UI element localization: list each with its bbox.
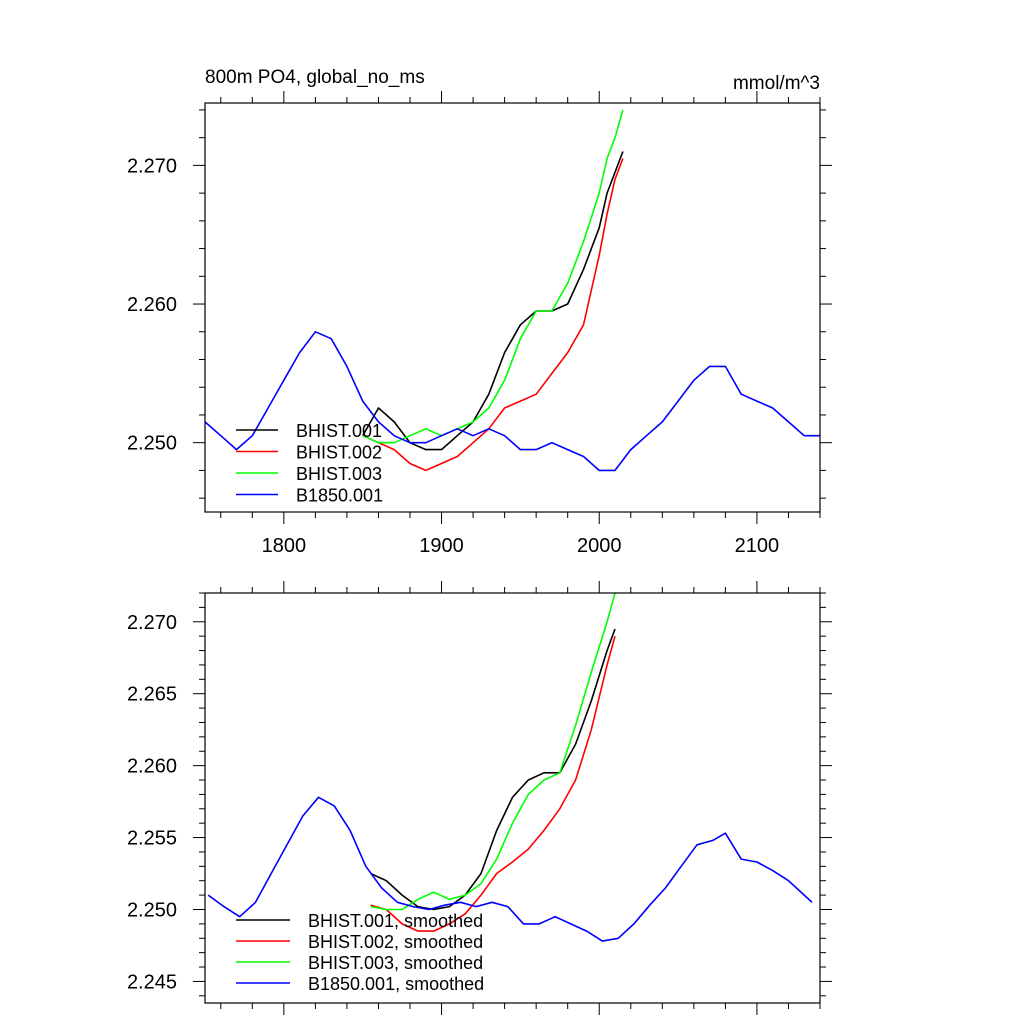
top-legend-label: B1850.001 — [296, 486, 383, 506]
top-series-group — [205, 109, 820, 472]
bottom-y-tick-label: 2.265 — [127, 684, 177, 706]
bottom-legend-label: BHIST.003, smoothed — [308, 953, 483, 973]
top-y-tick-label: 2.260 — [127, 294, 177, 316]
bottom-series-group — [207, 593, 813, 942]
bottom-legend-label: BHIST.002, smoothed — [308, 932, 483, 952]
top-legend-label: BHIST.001 — [296, 421, 382, 441]
bottom-y-tick-label: 2.260 — [127, 756, 177, 778]
top-x-tick-label: 1900 — [419, 535, 464, 557]
top-x-tick-label: 2100 — [735, 535, 780, 557]
top-x-tick-label: 1800 — [262, 535, 307, 557]
bottom-y-tick-label: 2.245 — [127, 971, 177, 993]
top-units: mmol/m^3 — [733, 73, 820, 94]
bottom-panel: 2.245 2.250 2.255 2.260 2.265 2.270 BHIST.001,… — [127, 581, 832, 1015]
top-plot-frame — [204, 102, 821, 513]
top-panel: 800m PO4, global_no_ms mmol/m^3 1800 1900… — [127, 67, 832, 557]
bottom-series-line-3 — [207, 796, 813, 942]
bottom-series-line-1 — [370, 635, 616, 932]
top-legend-label: BHIST.003 — [296, 464, 382, 484]
bottom-y-tick-label: 2.255 — [127, 828, 177, 850]
bottom-series-line-2 — [370, 593, 616, 911]
top-series-line-2 — [362, 109, 624, 444]
top-series-line-1 — [362, 158, 624, 472]
top-y-tick-label: 2.250 — [127, 433, 177, 455]
top-series-line-3 — [205, 330, 820, 472]
top-series-line-0 — [362, 151, 624, 451]
bottom-legend-label: BHIST.001, smoothed — [308, 911, 483, 931]
top-title: 800m PO4, global_no_ms — [205, 67, 425, 88]
bottom-legend-label: B1850.001, smoothed — [308, 974, 484, 994]
top-y-tick-label: 2.270 — [127, 155, 177, 177]
bottom-y-tick-label: 2.270 — [127, 612, 177, 634]
top-x-tick-label: 2000 — [577, 535, 622, 557]
top-legend-label: BHIST.002 — [296, 443, 382, 463]
bottom-y-tick-label: 2.250 — [127, 899, 177, 921]
bottom-plot-frame — [204, 592, 821, 1004]
